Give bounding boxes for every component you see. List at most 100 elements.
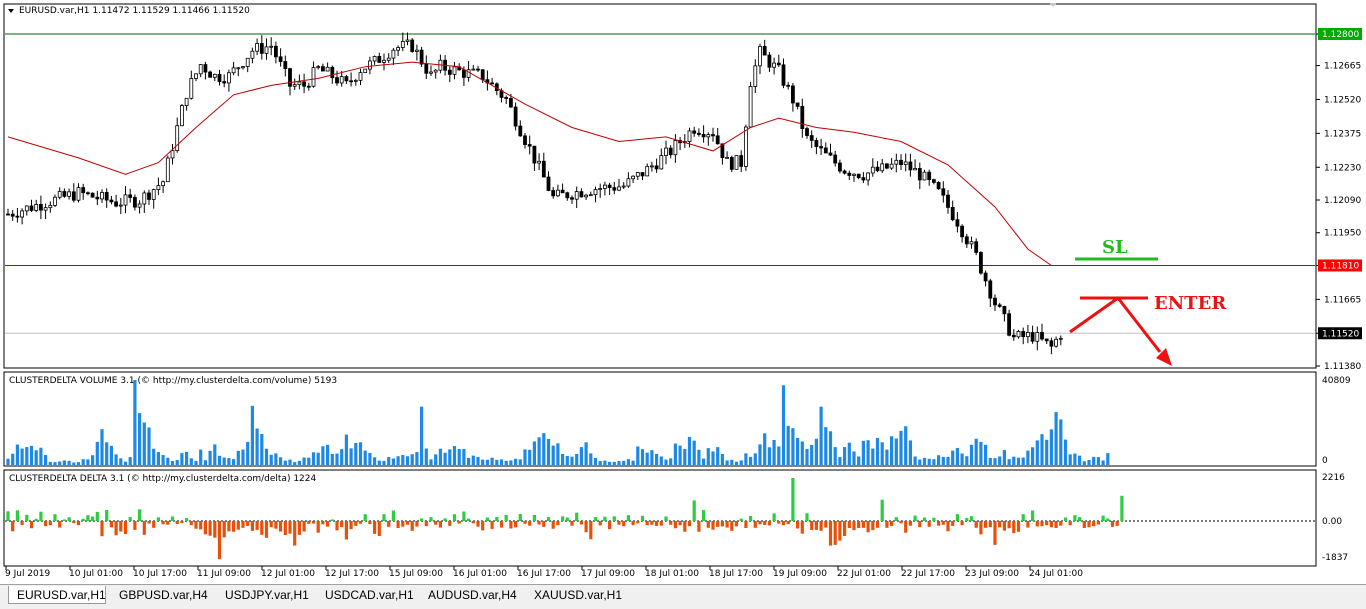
delta-bar [843, 521, 847, 536]
delta-bar [885, 521, 889, 528]
delta-bar [1021, 514, 1025, 521]
candle [217, 69, 222, 86]
candle [90, 192, 95, 198]
tab-usdjpy[interactable]: USDJPY.var,H1 [225, 588, 309, 602]
candle [447, 66, 452, 83]
volume-bar [377, 460, 381, 465]
candle [767, 52, 772, 72]
delta-bar [979, 521, 983, 535]
volume-bar [988, 457, 992, 465]
delta-bar [880, 499, 884, 521]
volume-bar [434, 454, 438, 465]
volume-bar [180, 453, 184, 465]
volume-bar [1045, 439, 1049, 465]
delta-bar [53, 514, 57, 521]
time-axis-label: 12 Jul 17:00 [325, 569, 379, 579]
delta-bar [119, 521, 123, 532]
delta-bar [847, 521, 851, 529]
tab-eurusd[interactable]: EURUSD.var,H1 [8, 586, 106, 604]
candle [626, 172, 631, 188]
candle [226, 69, 231, 92]
candle [805, 126, 809, 139]
candle [960, 224, 964, 243]
delta-bar [532, 514, 536, 521]
delta-bar [161, 521, 165, 525]
volume-bar [156, 452, 160, 465]
candle [1040, 323, 1044, 341]
triangle-down-icon[interactable] [8, 9, 14, 13]
delta-bar [631, 521, 635, 526]
delta-bar [692, 500, 696, 521]
delta-bar [904, 521, 908, 533]
candle [419, 46, 424, 68]
delta-bar [105, 509, 109, 521]
volume-axis-zero: 0 [1322, 456, 1328, 466]
volume-bar [391, 458, 395, 465]
delta-bar [415, 521, 419, 527]
volume-bar [772, 440, 776, 465]
volume-bar [25, 447, 29, 465]
candle [819, 138, 823, 155]
candle [1011, 329, 1016, 341]
candle [264, 38, 269, 60]
candle [344, 74, 349, 85]
volume-bar [363, 450, 367, 465]
volume-bar [373, 457, 377, 465]
candle [537, 153, 541, 171]
volume-bar [382, 460, 386, 465]
delta-bar [669, 521, 673, 525]
candle [715, 127, 720, 145]
candle [791, 83, 795, 112]
tab-audusd[interactable]: AUDUSD.var,H4 [428, 588, 517, 602]
delta-bar [297, 521, 301, 535]
volume-bar [368, 452, 372, 465]
candle [964, 233, 969, 248]
candle [574, 186, 579, 209]
volume-bar [1054, 412, 1058, 465]
delta-bar [199, 521, 203, 530]
delta-bar [702, 510, 706, 521]
volume-bar [387, 457, 391, 465]
volume-bar [203, 460, 207, 465]
candle [603, 181, 607, 196]
volume-bar [922, 457, 927, 465]
tab-xauusd[interactable]: XAUUSD.var,H1 [534, 588, 623, 602]
delta-bar [1045, 521, 1049, 526]
volume-bar [951, 450, 955, 465]
volume-bar [561, 453, 565, 465]
volume-bar [1063, 439, 1068, 465]
candle [903, 153, 908, 172]
volume-bar [890, 436, 894, 465]
candle [579, 188, 584, 198]
candle [76, 183, 81, 203]
candle [123, 186, 128, 214]
delta-bar [875, 521, 880, 528]
candle [546, 171, 551, 192]
volume-bar [274, 453, 278, 465]
volume-bar [617, 461, 621, 465]
candle [311, 61, 316, 88]
delta-bar [293, 521, 297, 546]
volume-bar [584, 442, 588, 465]
volume-bar [123, 461, 128, 465]
volume-bar [29, 445, 34, 465]
volume-bar [236, 450, 240, 465]
delta-bar [236, 521, 240, 530]
tab-usdcad[interactable]: USDCAD.var,H1 [325, 588, 414, 602]
tab-gbpusd[interactable]: GBPUSD.var,H4 [119, 588, 208, 602]
candle [67, 188, 71, 200]
delta-bar [1040, 521, 1044, 527]
delta-bar [504, 514, 508, 521]
candle [560, 183, 565, 194]
delta-bar [405, 521, 410, 525]
delta-bar [716, 521, 720, 527]
delta-bar [725, 521, 729, 528]
volume-bar [908, 440, 912, 465]
candle [353, 78, 358, 86]
delta-bar [781, 521, 786, 526]
candle [1007, 309, 1011, 337]
chart-canvas[interactable]: EURUSD.var,H1 1.11472 1.11529 1.11466 1.… [0, 0, 1366, 584]
volume-bar [1026, 450, 1030, 465]
delta-bar [485, 517, 489, 521]
